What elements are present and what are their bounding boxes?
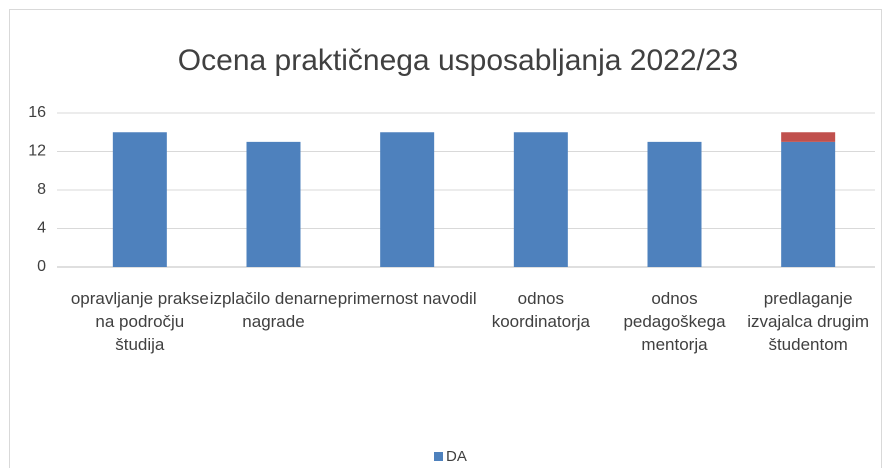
bar xyxy=(246,141,301,267)
x-tick-label: odnos koordinatorja xyxy=(491,289,590,331)
x-tick-label-box: predlaganje izvajalca drugim študentom xyxy=(747,289,870,354)
x-tick-label-box: opravljanje prakse na področju študija xyxy=(70,289,209,354)
bar xyxy=(513,132,568,267)
bar xyxy=(380,132,435,267)
y-tick-label: 16 xyxy=(28,104,46,121)
x-tick-label-box: primernost navodil xyxy=(337,289,477,308)
y-tick-label: 4 xyxy=(37,220,46,237)
chart-title: Ocena praktičnega usposabljanja 2022/23 xyxy=(178,44,738,77)
x-tick-label: opravljanje prakse na področju študija xyxy=(70,289,209,354)
y-tick-label: 12 xyxy=(28,143,46,160)
x-tick-label-box: odnos koordinatorja xyxy=(491,289,590,331)
x-tick-label: izplačilo denarne nagrade xyxy=(209,289,338,331)
bar xyxy=(781,132,836,142)
legend-swatch xyxy=(434,452,443,461)
y-tick-label: 0 xyxy=(37,258,46,275)
x-tick-label-box: izplačilo denarne nagrade xyxy=(209,289,338,331)
bar xyxy=(112,132,167,267)
bar xyxy=(647,141,702,267)
y-tick-label: 8 xyxy=(37,181,46,198)
x-tick-label: predlaganje izvajalca drugim študentom xyxy=(747,289,870,354)
x-tick-label-box: odnos pedagoškega mentorja xyxy=(623,289,726,354)
x-tick-label: primernost navodil xyxy=(337,289,477,308)
legend-label: DA xyxy=(446,448,467,465)
bar xyxy=(781,141,836,267)
x-tick-label: odnos pedagoškega mentorja xyxy=(623,289,726,354)
